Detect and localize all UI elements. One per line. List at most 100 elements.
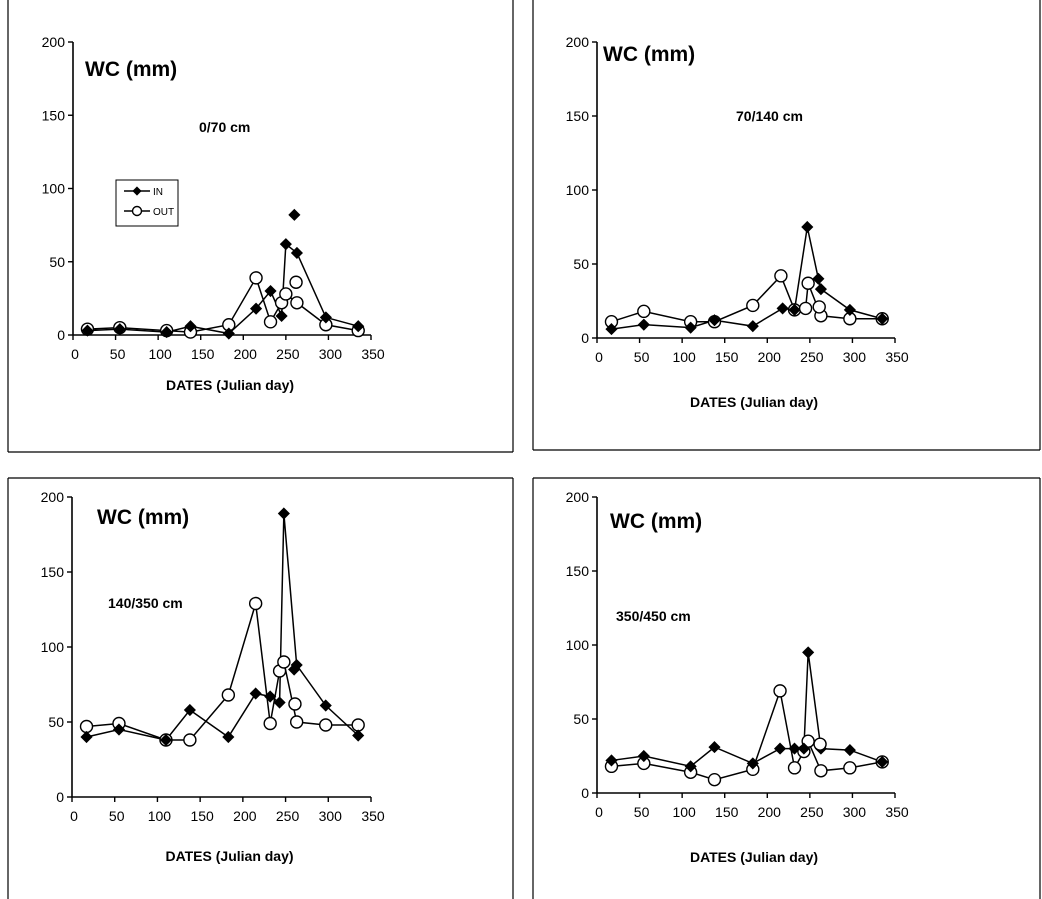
x-tick-label: 300 xyxy=(319,346,343,362)
y-tick-label: 200 xyxy=(42,34,66,50)
data-point-in xyxy=(788,303,801,316)
data-point-in xyxy=(275,309,288,323)
data-point-out xyxy=(746,298,760,313)
x-tick-label: 150 xyxy=(191,346,215,362)
data-point-in xyxy=(288,208,301,221)
data-point-out xyxy=(249,271,263,285)
y-tick-label: 0 xyxy=(57,327,65,343)
x-tick-label: 50 xyxy=(634,349,650,365)
data-point-in xyxy=(112,723,126,736)
data-point-in xyxy=(319,311,332,324)
y-tick-label: 100 xyxy=(566,182,590,198)
data-point-in xyxy=(159,733,173,747)
x-tick-label: 250 xyxy=(276,808,300,824)
data-point-in xyxy=(277,507,290,520)
data-point-in xyxy=(684,321,697,334)
depth-annotation: 0/70 cm xyxy=(199,119,250,135)
x-tick-label: 300 xyxy=(319,808,343,824)
x-tick-label: 0 xyxy=(595,349,603,365)
data-point-in xyxy=(843,744,856,757)
data-point-out xyxy=(79,719,94,734)
legend-entry-in: IN xyxy=(153,187,163,198)
data-point-in xyxy=(222,327,235,340)
data-point-out xyxy=(263,315,278,329)
data-point-out xyxy=(812,300,826,314)
data-point-in xyxy=(746,757,759,770)
y-tick-label: 50 xyxy=(48,714,64,730)
x-tick-label: 350 xyxy=(885,804,909,820)
legend-marker-out xyxy=(131,205,143,217)
data-point-in xyxy=(776,302,789,315)
data-point-in xyxy=(876,312,889,325)
y-tick-label: 50 xyxy=(573,256,589,272)
y-axis-label: WC (mm) xyxy=(97,506,189,529)
y-tick-label: 100 xyxy=(42,181,66,197)
y-tick-label: 200 xyxy=(566,34,590,50)
x-tick-label: 100 xyxy=(148,808,172,824)
data-point-in xyxy=(801,220,814,234)
series-line-out xyxy=(86,603,359,741)
data-point-in xyxy=(605,323,618,336)
data-point-out xyxy=(351,718,365,732)
data-point-out xyxy=(798,301,813,316)
x-tick-label: 200 xyxy=(758,349,782,365)
data-point-out xyxy=(814,764,828,778)
x-tick-label: 0 xyxy=(595,804,603,820)
chart-panel-top-right: 0 50 100 150 200 0 50 100 150 200 250 300 350 WC (mm)… xyxy=(566,34,909,410)
data-point-in xyxy=(273,696,286,709)
data-point-in xyxy=(249,687,262,700)
y-tick-label: 0 xyxy=(581,785,589,801)
data-point-in xyxy=(812,272,825,285)
x-tick-label: 150 xyxy=(190,808,214,824)
chart-panel-top-left: 0 50 100 150 200 0 50 100 150 200 250 300 350 WC (mm)… xyxy=(42,34,385,393)
depth-annotation: 70/140 cm xyxy=(736,108,803,124)
data-point-in xyxy=(788,742,801,755)
y-tick-label: 50 xyxy=(49,254,65,270)
data-point-out xyxy=(221,688,236,702)
data-point-in xyxy=(160,326,173,339)
data-point-out xyxy=(787,761,802,775)
data-point-out xyxy=(813,737,827,751)
y-tick-label: 150 xyxy=(42,107,66,123)
series-line-out xyxy=(611,274,883,323)
x-axis-label: DATES (Julian day) xyxy=(166,377,294,393)
data-point-in xyxy=(746,320,759,333)
data-point-out xyxy=(277,655,291,669)
data-point-in xyxy=(352,729,365,742)
legend-entry-out: OUT xyxy=(153,207,174,218)
y-tick-label: 200 xyxy=(566,489,590,505)
data-point-in xyxy=(288,663,301,676)
legend: IN OUT xyxy=(115,179,179,227)
data-point-in xyxy=(773,742,787,755)
y-axis-label: WC (mm) xyxy=(85,58,177,81)
data-point-in xyxy=(797,742,810,755)
data-point-in xyxy=(319,699,332,712)
x-tick-label: 100 xyxy=(148,346,172,362)
y-tick-label: 150 xyxy=(41,564,65,580)
data-point-in xyxy=(352,320,365,333)
data-point-in xyxy=(80,730,93,744)
legend-marker-in xyxy=(132,186,142,196)
x-tick-label: 250 xyxy=(800,804,824,820)
data-point-in xyxy=(802,646,815,659)
series-line-in xyxy=(86,513,359,741)
depth-annotation: 140/350 cm xyxy=(108,595,183,611)
data-point-in xyxy=(113,323,126,336)
data-point-in xyxy=(290,246,303,260)
data-point-out xyxy=(774,269,788,283)
data-point-out xyxy=(843,761,857,775)
chart-panel-bottom-left: 0 50 100 150 200 0 50 100 150 200 250 300 350 WC (mm)… xyxy=(41,489,385,864)
y-tick-label: 150 xyxy=(566,563,590,579)
y-tick-label: 150 xyxy=(566,108,590,124)
data-point-in xyxy=(183,703,196,717)
x-tick-label: 100 xyxy=(672,349,696,365)
y-axis-label: WC (mm) xyxy=(603,43,695,66)
data-point-in xyxy=(708,741,721,754)
data-point-out xyxy=(183,733,197,747)
data-point-out xyxy=(637,304,651,319)
series-line-in xyxy=(611,652,883,768)
y-tick-label: 0 xyxy=(581,330,589,346)
x-tick-label: 350 xyxy=(361,346,385,362)
y-tick-label: 200 xyxy=(41,489,65,505)
data-point-out xyxy=(289,715,304,729)
